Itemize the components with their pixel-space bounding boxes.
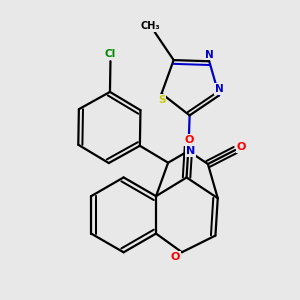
Text: S: S [158,95,165,105]
Text: O: O [184,135,194,145]
Text: N: N [186,146,195,156]
Text: Cl: Cl [105,49,116,59]
Text: N: N [205,50,214,59]
Text: O: O [170,252,180,262]
Text: N: N [215,84,224,94]
Text: CH₃: CH₃ [141,21,160,31]
Text: O: O [236,142,246,152]
